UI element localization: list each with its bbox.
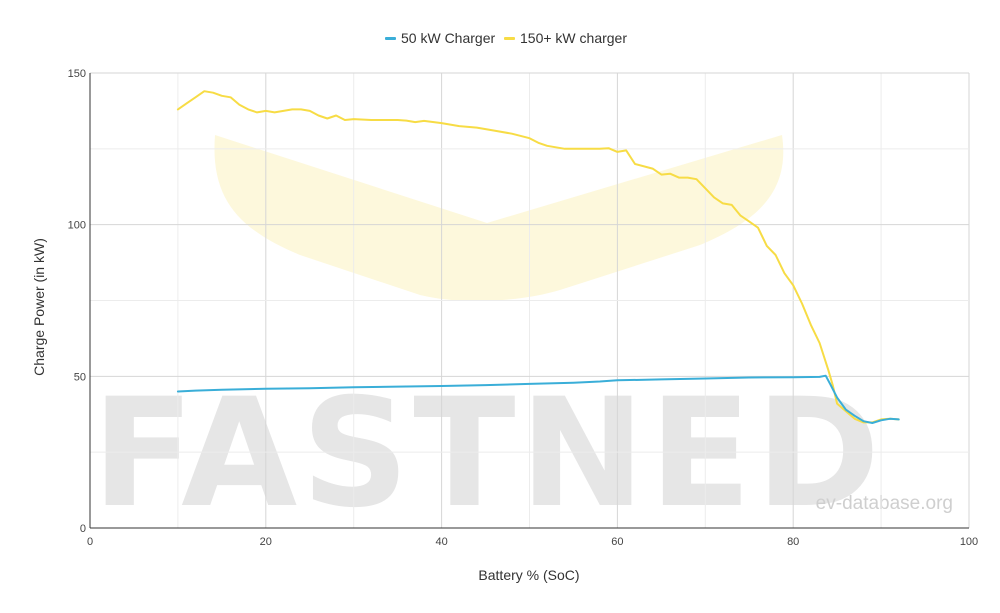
chart-legend: 50 kW Charger 150+ kW charger bbox=[385, 30, 627, 46]
y-tick-label: 50 bbox=[74, 371, 86, 383]
grid-lines bbox=[90, 72, 970, 528]
y-axis-title: Charge Power (in kW) bbox=[31, 238, 47, 376]
y-tick-label: 0 bbox=[80, 523, 86, 535]
x-tick-label: 40 bbox=[435, 536, 447, 548]
x-axis-title: Battery % (SoC) bbox=[478, 567, 579, 583]
x-tick-label: 0 bbox=[87, 536, 93, 548]
x-tick-label: 60 bbox=[611, 536, 623, 548]
series-line bbox=[176, 90, 900, 424]
x-tick-label: 80 bbox=[787, 536, 799, 548]
series-line bbox=[176, 374, 900, 424]
legend-swatch bbox=[385, 37, 396, 40]
x-tick-label: 100 bbox=[960, 536, 978, 548]
source-watermark-text: ev-database.org bbox=[816, 493, 953, 514]
legend-label: 50 kW Charger bbox=[401, 30, 495, 46]
y-tick-label: 150 bbox=[68, 68, 86, 80]
fastned-chevron-watermark bbox=[214, 135, 784, 302]
fastned-watermark-text: FASTNED bbox=[92, 367, 884, 541]
x-tick-label: 20 bbox=[260, 536, 272, 548]
legend-label: 150+ kW charger bbox=[520, 30, 627, 46]
plot-background: FASTNED ev-database.org bbox=[92, 135, 953, 541]
series-lines bbox=[176, 90, 900, 424]
legend-swatch bbox=[504, 37, 515, 40]
y-tick-label: 100 bbox=[68, 220, 86, 232]
axes: 0 20 40 60 80 100 0 50 100 150 bbox=[68, 68, 979, 548]
